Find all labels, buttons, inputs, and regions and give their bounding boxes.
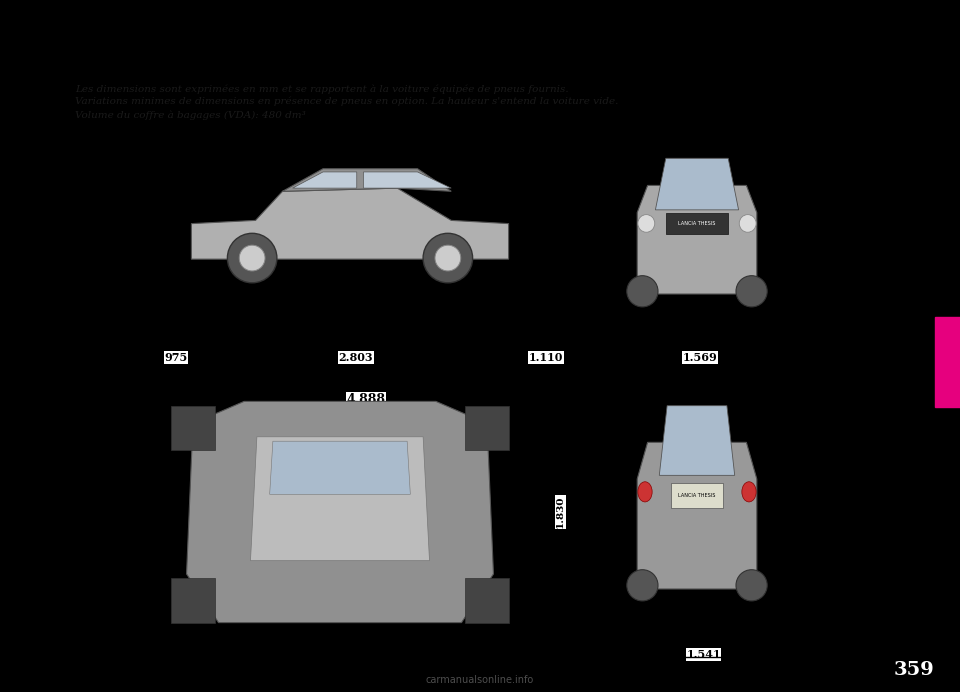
Text: 975: 975 bbox=[164, 352, 187, 363]
Circle shape bbox=[736, 570, 767, 601]
Polygon shape bbox=[186, 401, 493, 623]
Circle shape bbox=[627, 570, 658, 601]
Circle shape bbox=[736, 275, 767, 307]
Text: 1.110: 1.110 bbox=[529, 352, 564, 363]
Text: LANCIA THESIS: LANCIA THESIS bbox=[679, 221, 716, 226]
Polygon shape bbox=[251, 437, 429, 561]
Bar bbox=[171, 579, 215, 623]
Bar bbox=[128, 120, 822, 670]
Text: (*) = Versions 3.0 V6 CAE et: (*) = Versions 3.0 V6 CAE et bbox=[590, 409, 751, 419]
Text: 1.541: 1.541 bbox=[686, 649, 721, 660]
Circle shape bbox=[435, 245, 461, 271]
Bar bbox=[671, 483, 723, 509]
Ellipse shape bbox=[637, 482, 652, 502]
Polygon shape bbox=[660, 406, 734, 475]
Circle shape bbox=[228, 233, 276, 283]
Bar bbox=[878, 656, 950, 684]
Polygon shape bbox=[656, 158, 738, 210]
Circle shape bbox=[627, 275, 658, 307]
Bar bbox=[935, 317, 960, 407]
Circle shape bbox=[239, 245, 265, 271]
Text: LANCIA THESIS: LANCIA THESIS bbox=[679, 493, 716, 498]
Text: fig. 7: fig. 7 bbox=[30, 651, 62, 664]
Text: Les dimensions sont exprimées en mm et se rapportent à la voiture équipée de pne: Les dimensions sont exprimées en mm et s… bbox=[75, 84, 568, 93]
Text: 1.830: 1.830 bbox=[556, 495, 565, 528]
Text: 1.569: 1.569 bbox=[683, 352, 717, 363]
Ellipse shape bbox=[637, 215, 655, 233]
Bar bbox=[0, 0, 960, 47]
Text: DIMENSIONS: DIMENSIONS bbox=[28, 60, 266, 91]
Polygon shape bbox=[191, 188, 509, 259]
Text: carmanualsonline.info: carmanualsonline.info bbox=[426, 675, 534, 685]
Bar bbox=[666, 212, 729, 235]
Text: Variations minimes de dimensions en présence de pneus en option. La hauteur s'en: Variations minimes de dimensions en prés… bbox=[75, 97, 618, 107]
Polygon shape bbox=[364, 172, 451, 188]
Polygon shape bbox=[637, 185, 756, 294]
Polygon shape bbox=[293, 172, 357, 188]
Circle shape bbox=[423, 233, 472, 283]
Polygon shape bbox=[270, 441, 410, 494]
Bar bbox=[171, 406, 215, 450]
Polygon shape bbox=[282, 169, 451, 191]
Text: 2.803: 2.803 bbox=[339, 352, 373, 363]
Text: 359: 359 bbox=[894, 661, 934, 679]
Text: 4.888: 4.888 bbox=[347, 393, 386, 406]
Bar bbox=[465, 406, 510, 450]
Text: Volume du coffre à bagages (VDA): 480 dm³: Volume du coffre à bagages (VDA): 480 dm… bbox=[75, 110, 305, 120]
Ellipse shape bbox=[742, 482, 756, 502]
Text: 1.470 (*): 1.470 (*) bbox=[570, 211, 579, 259]
Text: 1.465: 1.465 bbox=[560, 198, 569, 228]
Polygon shape bbox=[637, 442, 756, 589]
Bar bbox=[465, 579, 510, 623]
Ellipse shape bbox=[739, 215, 756, 233]
Text: 3.2 V6 CAE: 3.2 V6 CAE bbox=[590, 424, 692, 437]
